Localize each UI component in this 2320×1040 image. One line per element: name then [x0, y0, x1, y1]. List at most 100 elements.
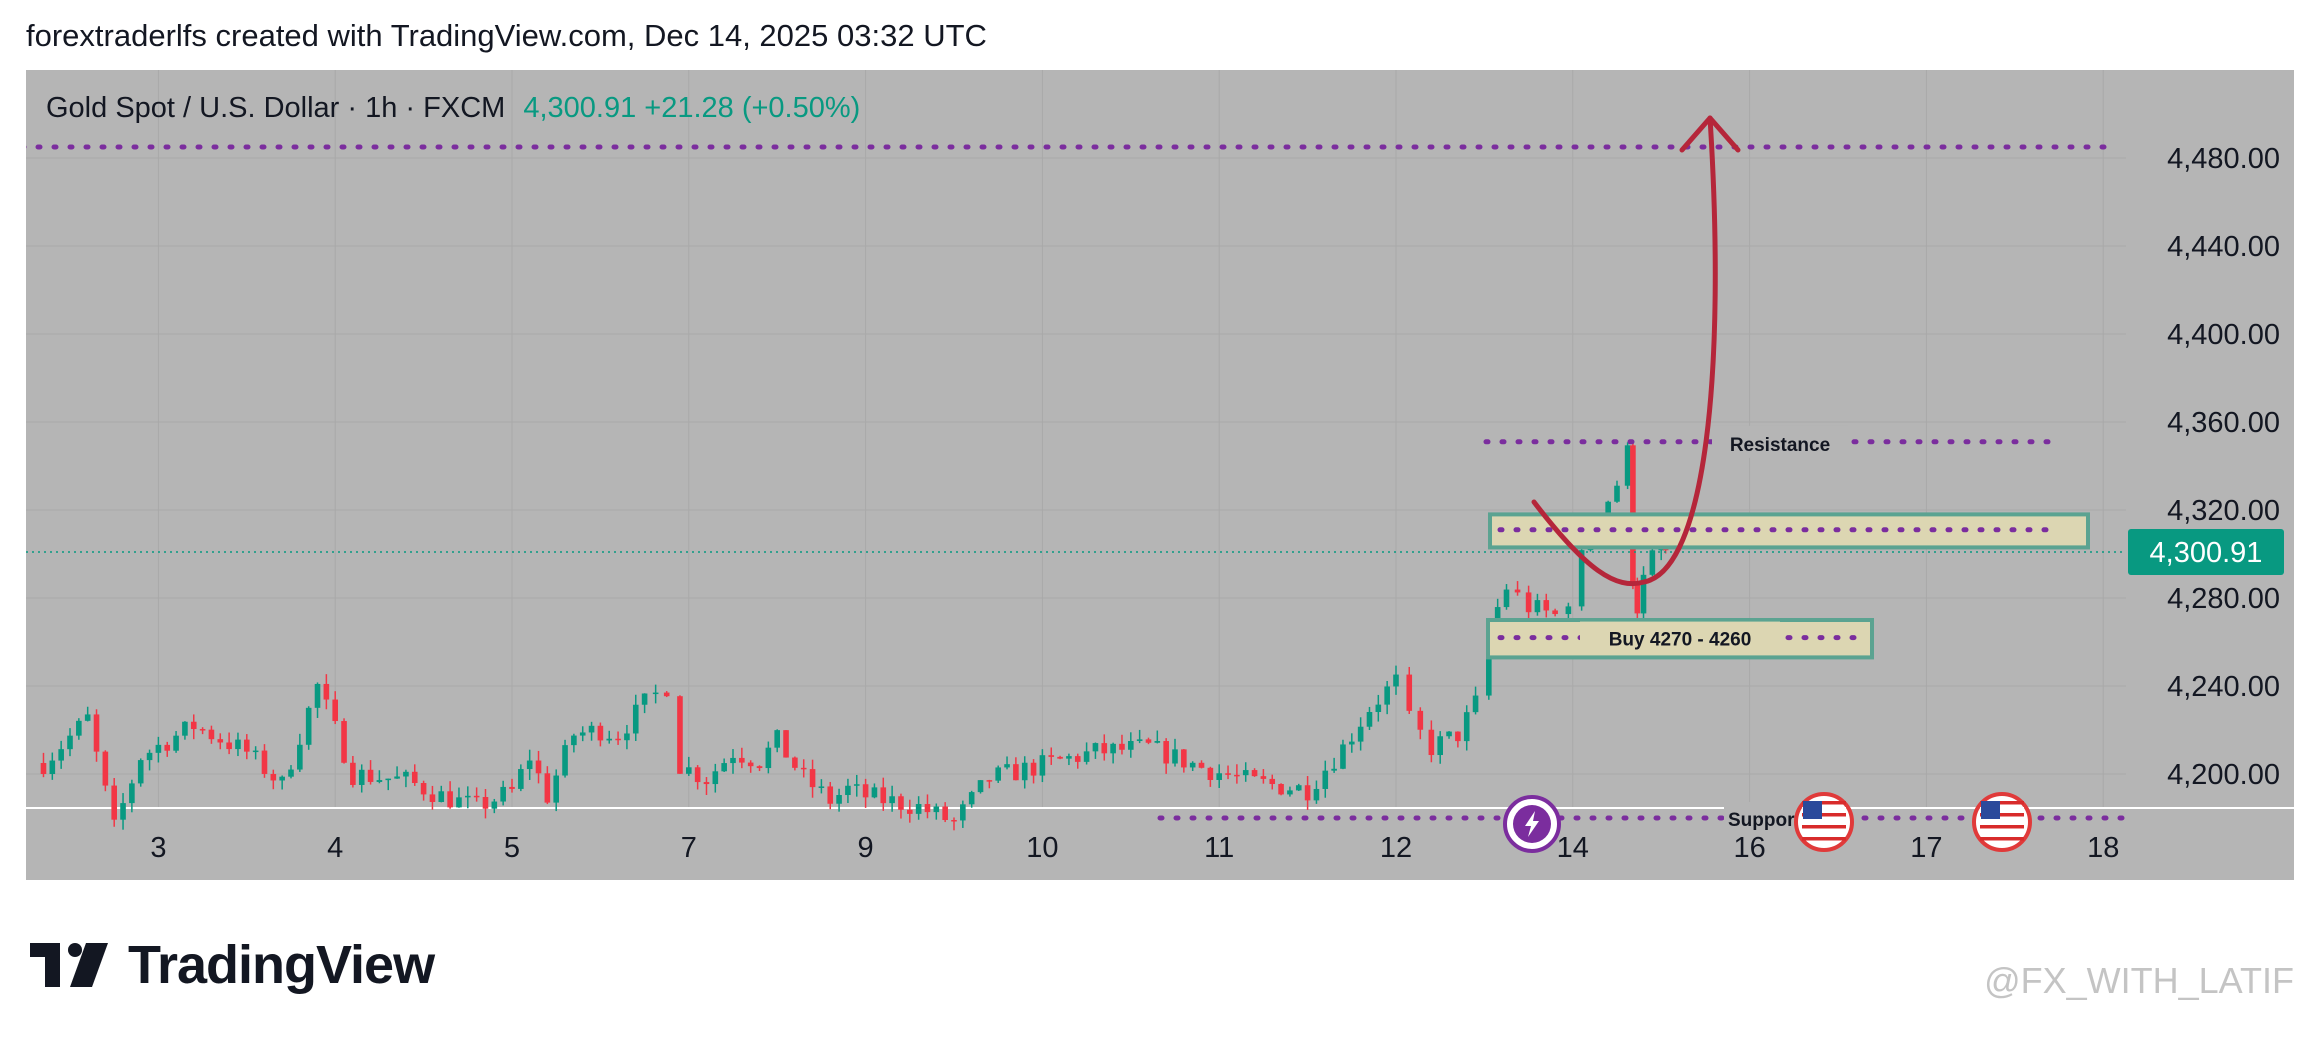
flag-stripe [1980, 819, 2024, 823]
flag-stripe [1980, 825, 2024, 829]
candle-body [1486, 627, 1492, 696]
candle-body [677, 696, 683, 774]
candle-body [1242, 770, 1249, 776]
candle-body [1287, 790, 1293, 795]
candle-body [279, 776, 285, 781]
candle-body [465, 795, 471, 798]
time-axis-label: 18 [2087, 832, 2119, 864]
price-axis-label: 4,320.00 [2167, 495, 2280, 527]
time-axis-label: 9 [858, 832, 874, 864]
candle-body [350, 762, 356, 785]
candle-body [305, 707, 312, 745]
candle-body [1455, 731, 1461, 742]
candle-body [1198, 762, 1205, 768]
candle-body [1514, 589, 1521, 593]
candle-body [632, 704, 639, 734]
candle-body [915, 804, 922, 814]
flag-stripe [1802, 807, 1846, 811]
candle-body [1154, 741, 1161, 743]
candle-body [809, 769, 816, 788]
candle-body [1543, 600, 1550, 611]
candle-body [1322, 770, 1329, 789]
candle-body [509, 786, 515, 789]
candle-body [1578, 550, 1585, 607]
candle-body [146, 752, 153, 761]
time-axis-label: 7 [681, 832, 697, 864]
candle-body [703, 782, 710, 785]
candle-body [1552, 610, 1558, 615]
projection-arrow [1531, 115, 1718, 587]
flag-stripe [1802, 825, 1846, 829]
candle-body [526, 760, 533, 770]
candle-body [1083, 751, 1090, 762]
candle-body [1649, 550, 1656, 575]
resistance-label: Resistance [1730, 435, 1830, 456]
candle-body [199, 729, 206, 731]
candle-body [1066, 756, 1072, 759]
price-axis-label: 4,440.00 [2167, 231, 2280, 263]
time-axis-label: 16 [1733, 832, 1765, 864]
chart-panel[interactable]: 4,480.00 4,440.00 4,400.00 4,360.00 4,320.00… [26, 70, 2294, 880]
candle-body [1092, 743, 1099, 752]
candle-body [1181, 749, 1187, 768]
time-axis-label: 5 [504, 832, 520, 864]
candle-body [482, 797, 489, 809]
flag-stripe [1802, 819, 1846, 823]
candle-body [1057, 756, 1063, 759]
candle-body [535, 760, 542, 774]
candle-body [518, 769, 524, 789]
candle-body [898, 796, 904, 810]
candle-body [694, 767, 701, 783]
candle-body [1640, 574, 1647, 614]
candle-body [367, 769, 374, 782]
candle-body [473, 795, 480, 798]
candle-body [190, 721, 197, 730]
candle-body [1463, 712, 1470, 742]
candle-body [765, 747, 772, 769]
candle-body [40, 763, 47, 774]
candle-body [1278, 784, 1284, 795]
author-watermark: @FX_WITH_LATIF [1984, 960, 2294, 1001]
candle-body [942, 806, 948, 821]
candle-body [208, 729, 215, 740]
candle-body [1605, 501, 1611, 522]
candle-body [270, 773, 277, 781]
candle-body [1048, 755, 1055, 757]
last-price-badge-label: 4,300.91 [2150, 537, 2263, 569]
candle-body [1030, 762, 1037, 776]
candle-body [155, 744, 162, 753]
candle-body [111, 785, 117, 820]
candle-body [889, 796, 895, 804]
candle-body [686, 767, 692, 774]
lightning-glyph [1525, 811, 1539, 837]
price-axis-label: 4,360.00 [2167, 407, 2280, 439]
candle-body [1417, 710, 1424, 730]
tradingview-wordmark: TradingView [128, 935, 435, 995]
candle-body [606, 738, 613, 741]
tradingview-logo[interactable]: TradingView [30, 935, 435, 995]
candle-body [129, 783, 135, 804]
candle-body [571, 735, 577, 746]
candle-body [845, 785, 851, 796]
candle-body [244, 739, 250, 752]
candle-body [120, 803, 126, 820]
candle-body [818, 786, 825, 788]
candle-body [429, 794, 436, 802]
legend-symbol: Gold Spot / U.S. Dollar · 1h · FXCM [46, 92, 506, 124]
candle-body [226, 742, 232, 750]
candle-body [1163, 741, 1169, 764]
candle-body [615, 738, 621, 741]
candle-body [1128, 741, 1134, 750]
price-chart[interactable]: 4,480.00 4,440.00 4,400.00 4,360.00 4,320.00… [26, 70, 2294, 880]
candle-body [1216, 773, 1222, 780]
candle-body [1101, 743, 1108, 754]
chart-header: forextraderlfs created with TradingView.… [26, 18, 987, 53]
legend-price-change: 4,300.91 +21.28 (+0.50%) [523, 92, 861, 124]
candle-body [1295, 785, 1302, 791]
candle-body [491, 801, 498, 809]
candle-body [394, 776, 400, 779]
candle-body [995, 767, 1001, 781]
candle-body [235, 739, 241, 750]
candle-body [553, 775, 559, 803]
candle-body [456, 797, 462, 808]
